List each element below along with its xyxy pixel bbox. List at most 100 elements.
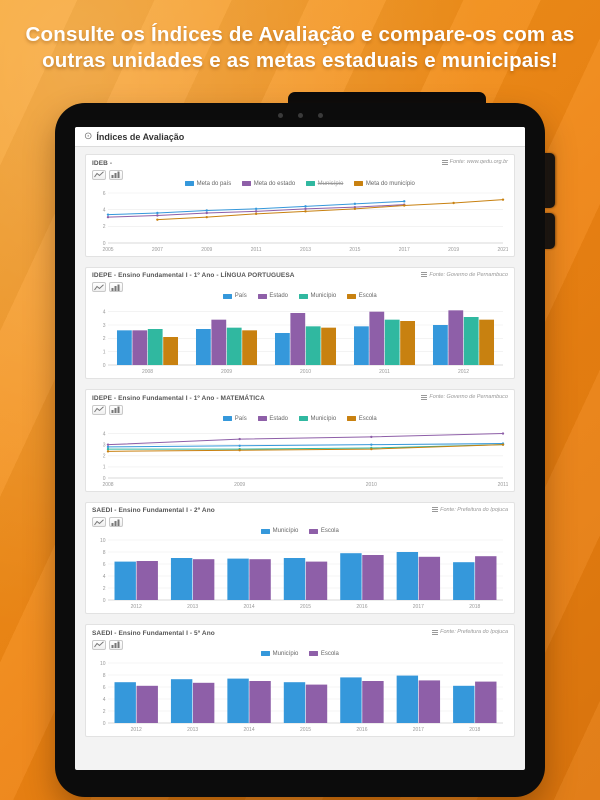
- legend-item[interactable]: Município: [299, 293, 336, 299]
- legend-item[interactable]: Município: [261, 651, 298, 657]
- svg-text:0: 0: [103, 720, 106, 726]
- bar-chart-view-button[interactable]: [109, 639, 123, 650]
- camera-sensor-dots: [55, 113, 545, 118]
- line-chart-view-button[interactable]: [92, 404, 106, 415]
- svg-text:2011: 2011: [379, 369, 390, 375]
- svg-text:2021: 2021: [497, 247, 508, 253]
- card-header: SAEDI - Ensino Fundamental I - 5º Ano Fo…: [92, 629, 508, 637]
- line-chart-view-button[interactable]: [92, 169, 106, 180]
- svg-text:2018: 2018: [469, 727, 480, 733]
- saedi-5ano-bar-chart: 0 2 4 6 8 10 2012 2013 2014 2015 2016 2017 2018: [92, 659, 508, 733]
- legend-item[interactable]: Município: [306, 181, 343, 187]
- svg-text:2: 2: [103, 336, 106, 342]
- svg-text:8: 8: [103, 672, 106, 678]
- legend-item[interactable]: Escola: [347, 416, 377, 422]
- svg-text:2007: 2007: [152, 247, 163, 253]
- svg-text:2018: 2018: [469, 604, 480, 610]
- chart-legend: Município Escola: [92, 528, 508, 534]
- svg-text:2013: 2013: [300, 247, 311, 253]
- legend-item[interactable]: País: [223, 416, 247, 422]
- legend-swatch: [309, 651, 319, 656]
- card-header: IDEPE - Ensino Fundamental I - 1º Ano - …: [92, 272, 508, 280]
- line-chart-view-button[interactable]: [92, 639, 106, 650]
- promo-headline-line2: outras unidades e as metas estaduais e m…: [42, 49, 558, 72]
- camera-dot: [317, 113, 323, 118]
- svg-text:2: 2: [103, 586, 106, 592]
- svg-text:2: 2: [103, 453, 106, 459]
- chart-card-ideb: IDEB - Fonte: www.qedu.org.br Meta do pa…: [85, 154, 515, 257]
- svg-text:10: 10: [100, 538, 106, 544]
- card-source: Fonte: www.qedu.org.br: [441, 159, 508, 165]
- line-chart-icon: [94, 283, 104, 290]
- source-icon: [421, 394, 428, 400]
- source-icon: [421, 272, 428, 277]
- promo-headline: Consulte os Índices de Avaliação e compa…: [0, 22, 600, 74]
- svg-text:2011: 2011: [498, 482, 508, 488]
- legend-swatch: [223, 293, 233, 299]
- legend-label: Município: [317, 180, 344, 187]
- line-chart-view-button[interactable]: [92, 282, 106, 292]
- legend-label: Município: [310, 293, 337, 299]
- legend-swatch: [354, 181, 364, 186]
- svg-text:2008: 2008: [102, 482, 113, 488]
- legend-item[interactable]: Estado: [257, 293, 288, 299]
- line-chart-view-button[interactable]: [92, 517, 106, 527]
- chart-type-toolbar: [92, 169, 508, 180]
- line-chart-icon: [94, 171, 104, 178]
- chart-card-saedi-2ano: SAEDI - Ensino Fundamental I - 2º Ano Fo…: [85, 501, 515, 614]
- svg-text:2017: 2017: [413, 727, 424, 733]
- legend-item[interactable]: Meta do país: [185, 181, 231, 187]
- svg-text:2019: 2019: [448, 247, 459, 253]
- svg-text:2017: 2017: [413, 604, 424, 610]
- svg-text:0: 0: [103, 363, 106, 369]
- legend-item[interactable]: País: [223, 293, 247, 299]
- source-icon: [441, 159, 448, 165]
- legend-item[interactable]: Município: [299, 416, 336, 422]
- legend-item[interactable]: Escola: [309, 528, 339, 534]
- legend-label: Município: [272, 528, 299, 534]
- legend-item[interactable]: Meta do estado: [242, 181, 295, 187]
- card-header: IDEB - Fonte: www.qedu.org.br: [92, 159, 508, 167]
- svg-text:2013: 2013: [187, 604, 198, 610]
- legend-swatch: [242, 181, 252, 186]
- svg-text:2005: 2005: [102, 247, 113, 253]
- svg-text:2014: 2014: [244, 604, 255, 610]
- svg-text:6: 6: [103, 562, 106, 568]
- legend-item[interactable]: Estado: [257, 415, 288, 422]
- svg-text:2008: 2008: [142, 369, 153, 375]
- legend-swatch: [257, 416, 267, 421]
- legend-label: Estado: [269, 415, 288, 422]
- card-source: Fonte: Prefeitura do Ipojuca: [432, 507, 508, 513]
- legend-item[interactable]: Município: [261, 528, 298, 534]
- page-title: Índices de Avaliação: [96, 131, 185, 142]
- legend-label: Escola: [320, 650, 339, 657]
- legend-item[interactable]: Escola: [309, 651, 339, 657]
- card-title: SAEDI - Ensino Fundamental I - 5º Ano: [92, 629, 215, 637]
- svg-text:2014: 2014: [244, 727, 255, 733]
- svg-text:2013: 2013: [187, 727, 198, 733]
- bar-chart-view-button[interactable]: [109, 169, 123, 180]
- legend-label: Meta do estado: [253, 180, 296, 187]
- legend-swatch: [299, 416, 308, 421]
- svg-text:4: 4: [103, 431, 106, 437]
- svg-text:1: 1: [103, 464, 106, 470]
- svg-text:6: 6: [103, 190, 106, 196]
- legend-item[interactable]: Escola: [347, 293, 377, 299]
- svg-text:4: 4: [103, 207, 106, 213]
- bar-chart-view-button[interactable]: [109, 404, 123, 415]
- svg-text:6: 6: [103, 684, 106, 690]
- svg-text:4: 4: [103, 574, 106, 580]
- svg-text:8: 8: [103, 550, 106, 556]
- legend-swatch: [223, 416, 233, 421]
- bar-chart-view-button[interactable]: [109, 517, 123, 527]
- chart-card-idepe-matematica: IDEPE - Ensino Fundamental I - 1º Ano - …: [85, 389, 515, 492]
- cards-list: IDEB - Fonte: www.qedu.org.br Meta do pa…: [75, 147, 525, 737]
- legend-swatch: [347, 416, 357, 421]
- chart-type-toolbar: [92, 517, 508, 527]
- legend-item[interactable]: Meta do município: [354, 181, 415, 187]
- bar-chart-view-button[interactable]: [109, 282, 123, 292]
- line-chart-icon: [94, 406, 104, 413]
- card-title: IDEB -: [92, 159, 113, 167]
- ideb-line-chart: 0 2 4 6 2005 2007 2009 2011 2013 2015 2017 2019 2021: [92, 189, 508, 253]
- svg-text:2017: 2017: [399, 247, 410, 253]
